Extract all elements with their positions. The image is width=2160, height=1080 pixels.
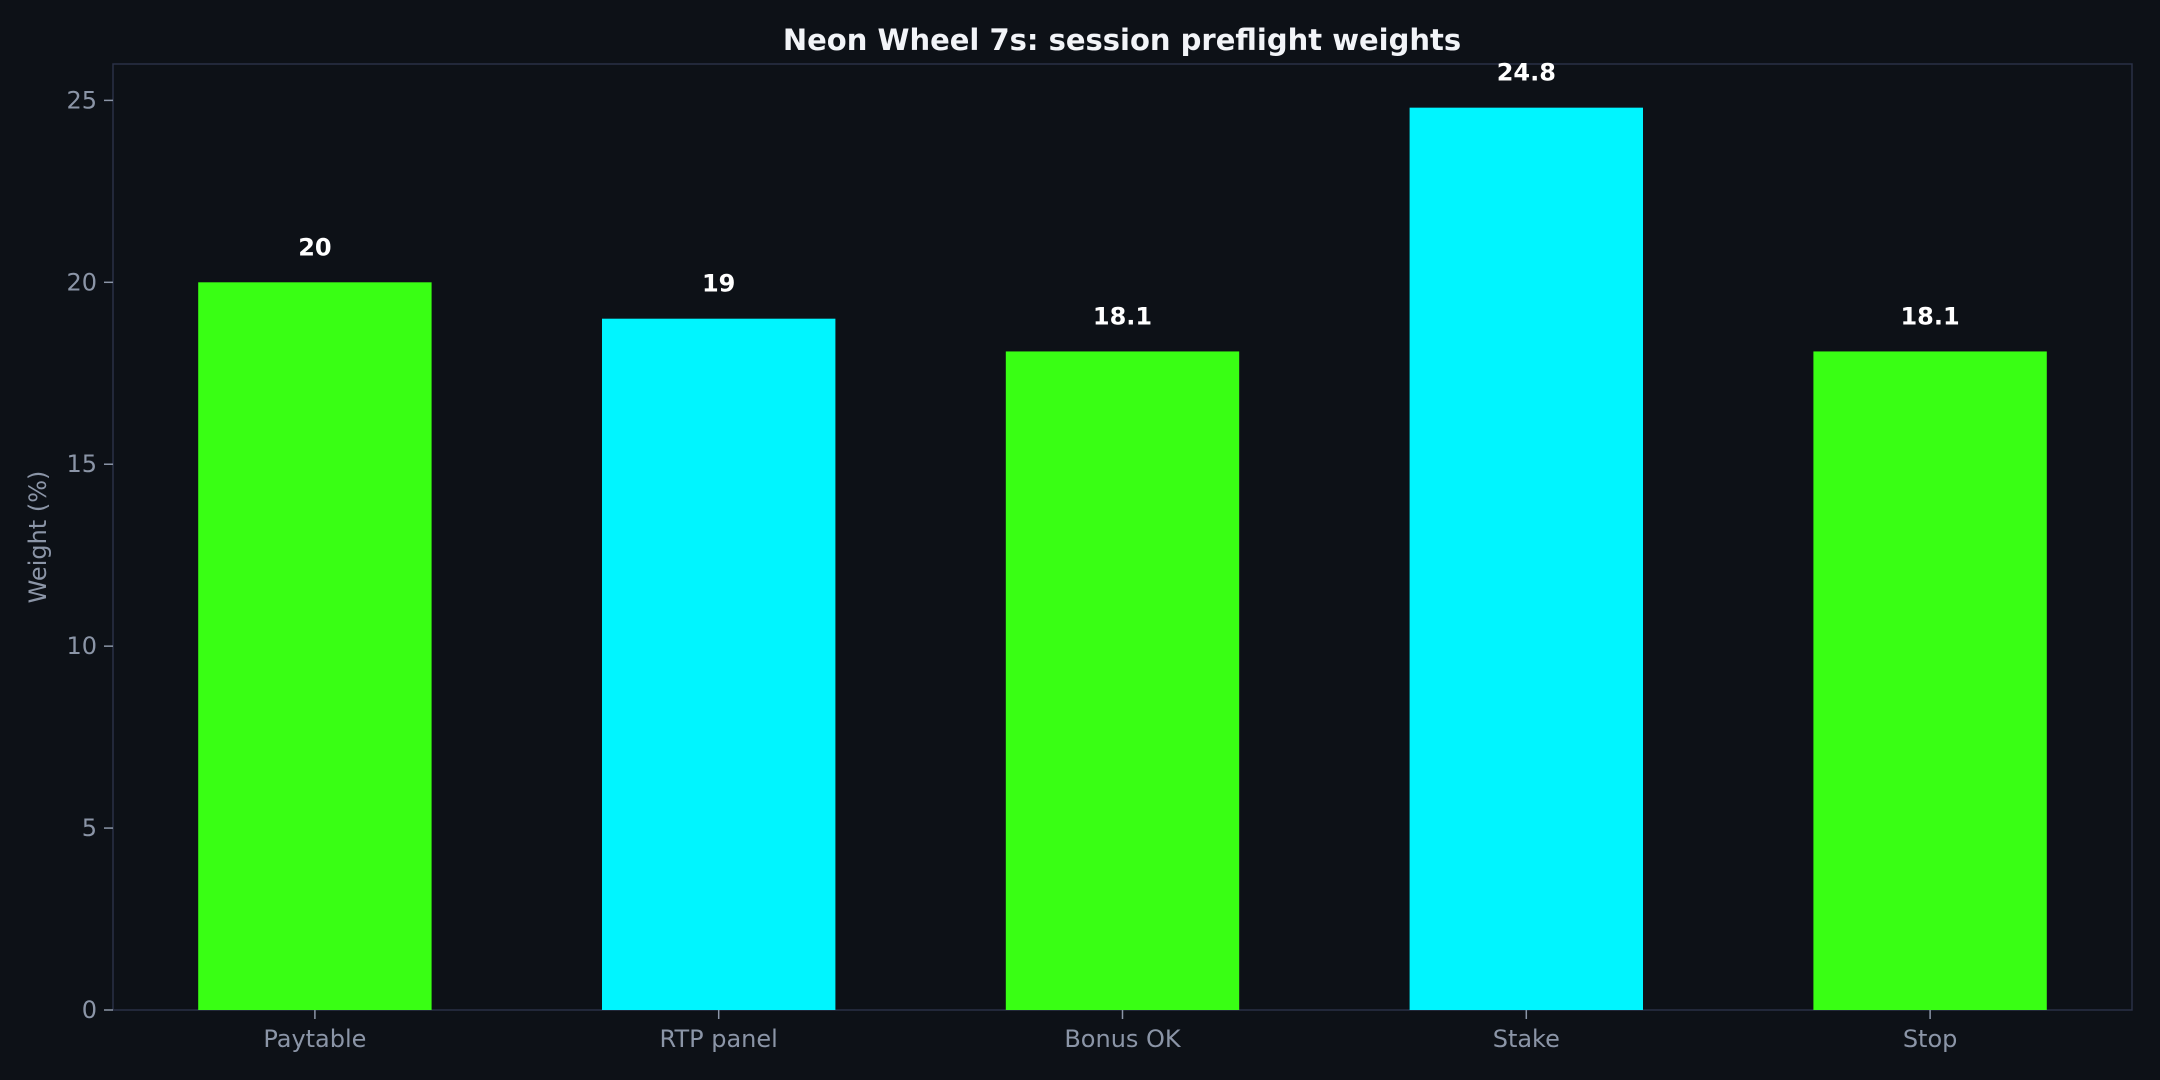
x-axis: Paytable RTP panel Bonus OK Stake Stop — [263, 1010, 1957, 1053]
y-axis-label: Weight (%) — [24, 471, 52, 604]
bar-bonus-ok — [1005, 351, 1240, 1010]
y-tick-label: 25 — [66, 86, 97, 114]
bar-stop — [1813, 351, 2047, 1010]
x-tick-label: RTP panel — [660, 1025, 778, 1053]
chart-title: Neon Wheel 7s: session preflight weights — [783, 23, 1461, 57]
bar-value-label: 18.1 — [1093, 302, 1152, 330]
x-tick-label: Stop — [1903, 1025, 1958, 1053]
x-tick-label: Paytable — [263, 1025, 366, 1053]
y-tick-label: 5 — [82, 814, 97, 842]
bar-paytable — [198, 282, 432, 1010]
x-tick-label: Stake — [1493, 1025, 1560, 1053]
y-tick-label: 10 — [66, 632, 97, 660]
data-label-group: 20 19 18.1 24.8 18.1 — [298, 59, 1960, 331]
bar-rtp-panel — [602, 318, 836, 1010]
bar-value-label: 24.8 — [1497, 59, 1556, 87]
y-tick-label: 20 — [66, 268, 97, 296]
x-tick-label: Bonus OK — [1064, 1025, 1182, 1053]
bar-value-label: 20 — [298, 233, 331, 261]
y-axis: 0 5 10 15 20 25 — [66, 86, 113, 1024]
bar-value-label: 18.1 — [1900, 302, 1959, 330]
y-tick-label: 0 — [82, 996, 97, 1024]
bar-group — [198, 107, 2047, 1010]
bar-stake — [1409, 107, 1643, 1010]
y-tick-label: 15 — [66, 450, 97, 478]
bar-value-label: 19 — [702, 270, 735, 298]
